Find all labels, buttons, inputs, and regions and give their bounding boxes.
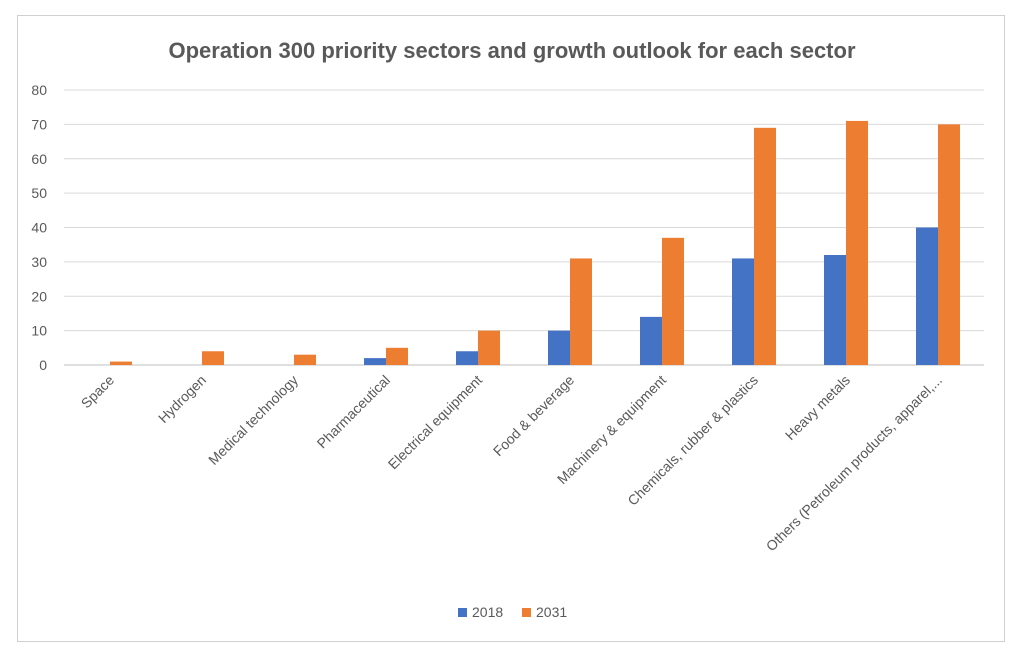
legend-label-2031: 2031 xyxy=(536,604,567,620)
bar-2018-4 xyxy=(456,351,478,365)
x-category-label: Pharmaceutical xyxy=(314,372,394,452)
bar-2031-5 xyxy=(570,258,592,365)
bar-2018-6 xyxy=(640,316,662,365)
bar-2018-3 xyxy=(364,358,386,365)
y-tick-label: 50 xyxy=(31,185,47,201)
bar-2031-3 xyxy=(386,347,408,365)
x-category-label: Others (Petroleum products, apparel,... xyxy=(763,372,945,554)
x-category-label: Medical technology xyxy=(205,372,301,468)
y-tick-label: 60 xyxy=(31,151,47,167)
bar-2031-9 xyxy=(938,124,960,365)
x-category-label: Hydrogen xyxy=(155,372,209,426)
bar-2031-2 xyxy=(294,354,316,365)
bar-2018-8 xyxy=(824,255,846,365)
y-tick-label: 0 xyxy=(39,357,47,373)
legend-label-2018: 2018 xyxy=(472,604,503,620)
y-tick-label: 10 xyxy=(31,323,47,339)
bar-2031-0 xyxy=(110,361,132,365)
x-category-label: Space xyxy=(78,372,118,412)
y-tick-label: 30 xyxy=(31,254,47,270)
legend-swatch-2031 xyxy=(522,608,531,617)
x-category-label: Electrical equipment xyxy=(385,372,486,473)
bar-2031-1 xyxy=(202,351,224,365)
y-tick-label: 40 xyxy=(31,220,47,236)
x-category-label: Heavy metals xyxy=(782,372,853,443)
y-axis-ticks: 0 10 20 30 40 50 60 70 80 xyxy=(31,82,47,373)
bar-2018-5 xyxy=(548,330,570,365)
bar-2031-4 xyxy=(478,330,500,365)
chart-title: Operation 300 priority sectors and growt… xyxy=(168,38,855,63)
bar-2031-6 xyxy=(662,237,684,365)
legend: 2018 2031 xyxy=(458,604,567,620)
x-category-label: Food & beverage xyxy=(490,372,577,459)
bars xyxy=(110,120,960,365)
y-tick-label: 20 xyxy=(31,288,47,304)
bar-2018-7 xyxy=(732,258,754,365)
y-tick-label: 70 xyxy=(31,116,47,132)
legend-swatch-2018 xyxy=(458,608,467,617)
bar-2031-7 xyxy=(754,127,776,365)
y-tick-label: 80 xyxy=(31,82,47,98)
bar-2031-8 xyxy=(846,120,868,365)
bar-2018-9 xyxy=(916,227,938,365)
